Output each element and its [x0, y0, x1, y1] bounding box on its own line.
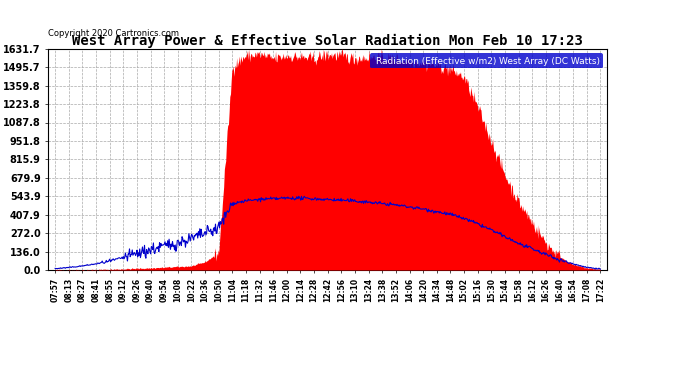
Legend: Radiation (Effective w/m2), West Array (DC Watts): Radiation (Effective w/m2), West Array (… [371, 53, 602, 68]
Text: Copyright 2020 Cartronics.com: Copyright 2020 Cartronics.com [48, 29, 179, 38]
Title: West Array Power & Effective Solar Radiation Mon Feb 10 17:23: West Array Power & Effective Solar Radia… [72, 33, 583, 48]
